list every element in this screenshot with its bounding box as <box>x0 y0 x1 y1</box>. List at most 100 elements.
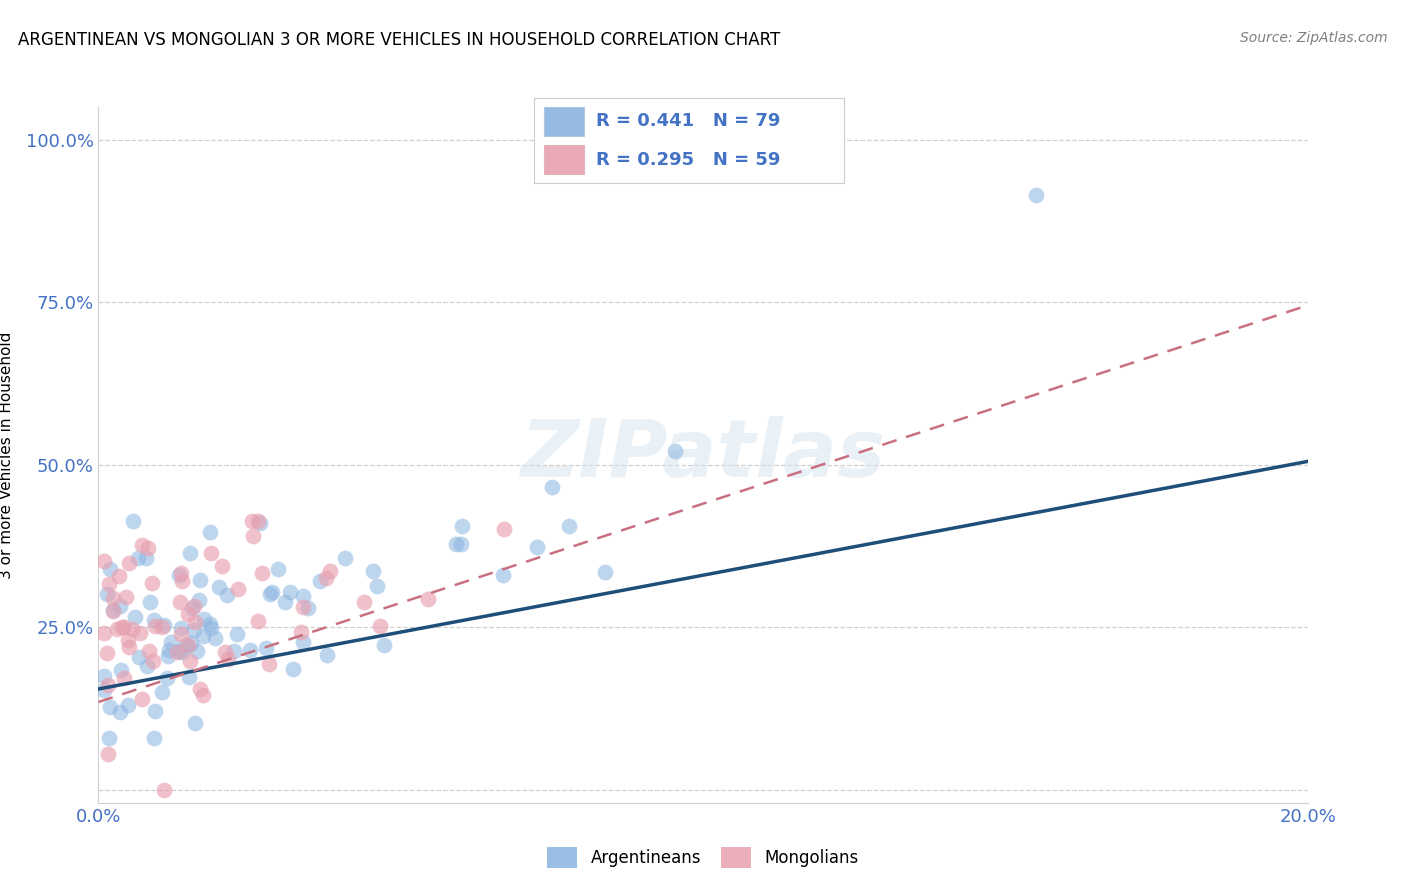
Point <box>131 692 153 706</box>
Point <box>100 699 122 714</box>
Point <box>242 529 264 543</box>
Point <box>200 617 222 632</box>
Point <box>153 618 176 632</box>
Point <box>193 612 215 626</box>
Point <box>157 643 180 657</box>
Point <box>292 635 315 649</box>
Point <box>191 688 214 702</box>
Point <box>170 622 193 636</box>
Point <box>169 594 191 608</box>
Point <box>211 558 233 573</box>
Point <box>370 619 392 633</box>
Point <box>250 566 273 581</box>
Point <box>167 567 190 582</box>
Point <box>254 641 277 656</box>
Point <box>215 588 238 602</box>
Point <box>207 580 229 594</box>
Point <box>204 631 226 645</box>
Text: Source: ZipAtlas.com: Source: ZipAtlas.com <box>1240 31 1388 45</box>
Point <box>172 574 194 588</box>
Point <box>101 604 124 618</box>
Point <box>353 595 375 609</box>
Point <box>169 627 191 641</box>
Point <box>297 601 319 615</box>
Point <box>188 681 211 696</box>
Point <box>191 629 214 643</box>
Text: ZIPatlas: ZIPatlas <box>520 416 886 494</box>
Point <box>108 706 131 720</box>
Point <box>136 659 159 673</box>
Point <box>281 662 304 676</box>
Point <box>184 615 207 629</box>
Point <box>593 565 616 579</box>
Point <box>319 565 342 579</box>
Point <box>110 663 132 677</box>
Point <box>97 731 120 745</box>
Point <box>257 657 280 671</box>
Point <box>492 568 515 582</box>
Point <box>172 645 194 659</box>
Point <box>152 782 174 797</box>
Point <box>160 635 183 649</box>
Point <box>188 593 211 607</box>
Point <box>145 704 167 718</box>
Point <box>141 576 163 591</box>
Point <box>143 613 166 627</box>
Point <box>183 623 205 637</box>
Point <box>190 573 212 587</box>
Point <box>259 587 281 601</box>
Point <box>557 519 579 533</box>
Point <box>450 537 472 551</box>
Point <box>136 541 159 555</box>
Point <box>226 627 249 641</box>
Point <box>291 589 314 603</box>
Point <box>214 645 236 659</box>
Point <box>111 620 134 634</box>
Point <box>180 636 202 650</box>
Point <box>526 540 548 554</box>
Point <box>117 632 139 647</box>
Point <box>143 731 166 745</box>
Point <box>127 551 149 566</box>
Point <box>373 639 395 653</box>
Point <box>450 519 472 533</box>
Point <box>333 551 356 566</box>
Point <box>494 522 516 536</box>
Point <box>93 669 115 683</box>
Point <box>108 569 131 583</box>
Point <box>93 554 115 568</box>
Point <box>97 678 120 692</box>
Point <box>290 625 312 640</box>
Point <box>169 643 191 657</box>
Point <box>316 648 339 663</box>
Point <box>179 669 201 683</box>
Point <box>540 480 562 494</box>
Point <box>97 576 120 591</box>
Text: R = 0.441   N = 79: R = 0.441 N = 79 <box>596 112 780 130</box>
Point <box>224 644 246 658</box>
Point <box>308 574 330 589</box>
Point <box>157 649 180 664</box>
Text: ARGENTINEAN VS MONGOLIAN 3 OR MORE VEHICLES IN HOUSEHOLD CORRELATION CHART: ARGENTINEAN VS MONGOLIAN 3 OR MORE VEHIC… <box>18 31 780 49</box>
Point <box>177 638 200 652</box>
Point <box>122 514 145 528</box>
Point <box>93 682 115 697</box>
Point <box>101 603 124 617</box>
Point <box>93 625 115 640</box>
Point <box>183 599 205 613</box>
Point <box>135 550 157 565</box>
Point <box>274 595 297 609</box>
Point <box>242 514 264 528</box>
Point <box>267 562 290 576</box>
Point <box>315 571 337 585</box>
Point <box>150 685 173 699</box>
Point <box>118 640 141 655</box>
Point <box>98 561 121 575</box>
FancyBboxPatch shape <box>544 145 583 175</box>
Point <box>118 556 141 570</box>
Legend: Argentineans, Mongolians: Argentineans, Mongolians <box>541 841 865 874</box>
Point <box>664 444 686 458</box>
Point <box>101 591 124 605</box>
Point <box>184 716 207 731</box>
Point <box>226 582 249 596</box>
